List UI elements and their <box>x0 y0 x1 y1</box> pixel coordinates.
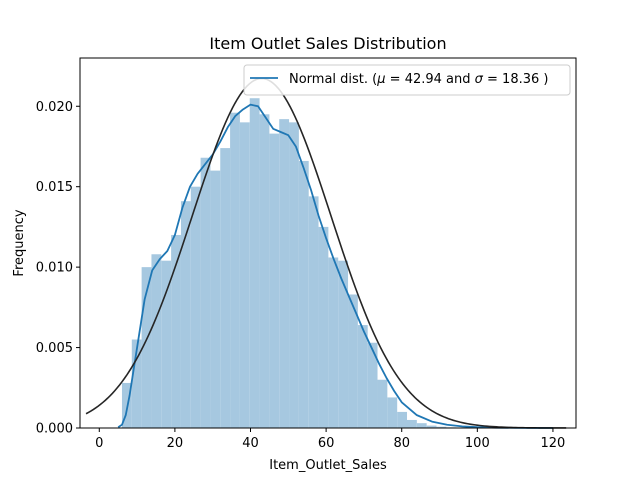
kde-line <box>117 103 553 429</box>
histogram-bar <box>338 260 349 428</box>
histogram-bar <box>318 226 329 428</box>
legend-box <box>243 64 571 96</box>
histogram-bar <box>269 133 280 428</box>
histogram-bar <box>357 325 368 428</box>
legend-mu: μ <box>376 72 385 87</box>
x-tick-label: 20 <box>167 436 184 451</box>
histogram-bar <box>308 196 319 428</box>
legend-eq1: = 42.94 and <box>386 72 475 87</box>
kde-layer <box>117 103 553 429</box>
x-tick-label: 0 <box>95 436 103 451</box>
y-tick-label: 0.005 <box>36 341 73 356</box>
histogram-bar <box>377 379 388 428</box>
histogram-bar <box>161 260 172 428</box>
y-axis-label: Frequency <box>12 209 27 276</box>
histogram-bar <box>180 201 191 428</box>
x-tick-label: 80 <box>393 436 410 451</box>
histogram-bar <box>171 234 181 428</box>
histogram-bar <box>230 112 240 429</box>
histogram-layer <box>121 98 457 429</box>
y-axis-ticks: 0.000 0.005 0.010 0.015 0.020 <box>36 100 80 437</box>
x-tick-label: 100 <box>465 436 490 451</box>
histogram-bar <box>190 186 201 428</box>
histogram-bar <box>151 254 162 428</box>
y-tick-label: 0.015 <box>36 180 73 195</box>
x-axis-ticks: 0 20 40 60 80 100 120 <box>95 428 565 451</box>
y-tick-label: 0.010 <box>36 261 73 276</box>
histogram-bar <box>436 426 447 428</box>
legend: Normal dist. (μ = 42.94 and σ = 18.36 ) <box>243 64 571 96</box>
histogram-bar <box>407 419 417 428</box>
x-tick-label: 60 <box>318 436 335 451</box>
normal-fit-layer <box>85 77 567 429</box>
histogram-bar <box>298 160 309 428</box>
histogram-bar <box>387 397 398 428</box>
histogram-bar <box>289 122 299 428</box>
histogram-bar <box>200 157 211 428</box>
histogram-bar <box>210 170 221 428</box>
histogram-bar <box>131 339 142 428</box>
histogram-bar <box>416 423 427 428</box>
histogram-bar <box>426 425 437 428</box>
y-tick-label: 0.020 <box>36 100 73 115</box>
x-axis-label: Item_Outlet_Sales <box>269 458 387 473</box>
x-tick-label: 40 <box>242 436 259 451</box>
legend-prefix: Normal dist. ( <box>289 72 377 87</box>
chart-title: Item Outlet Sales Distribution <box>209 34 446 53</box>
legend-entry: Normal dist. (μ = 42.94 and σ = 18.36 ) <box>289 72 548 87</box>
legend-eq2: = 18.36 ) <box>483 72 549 87</box>
histogram-bar <box>220 148 231 428</box>
histogram-bar <box>239 122 250 428</box>
y-tick-label: 0.000 <box>36 422 73 437</box>
x-tick-label: 120 <box>541 436 566 451</box>
normal-fit-line <box>85 77 567 429</box>
histogram-bar <box>279 119 290 428</box>
histogram-bar <box>367 342 378 428</box>
histogram-bar <box>249 98 260 428</box>
plot-frame <box>79 57 577 429</box>
histogram-bar <box>348 294 358 428</box>
histogram-bar <box>141 267 152 428</box>
histogram-bar <box>259 114 270 428</box>
histogram-bar <box>397 411 408 428</box>
legend-sigma: σ <box>475 72 484 87</box>
histogram-bar <box>328 257 339 428</box>
